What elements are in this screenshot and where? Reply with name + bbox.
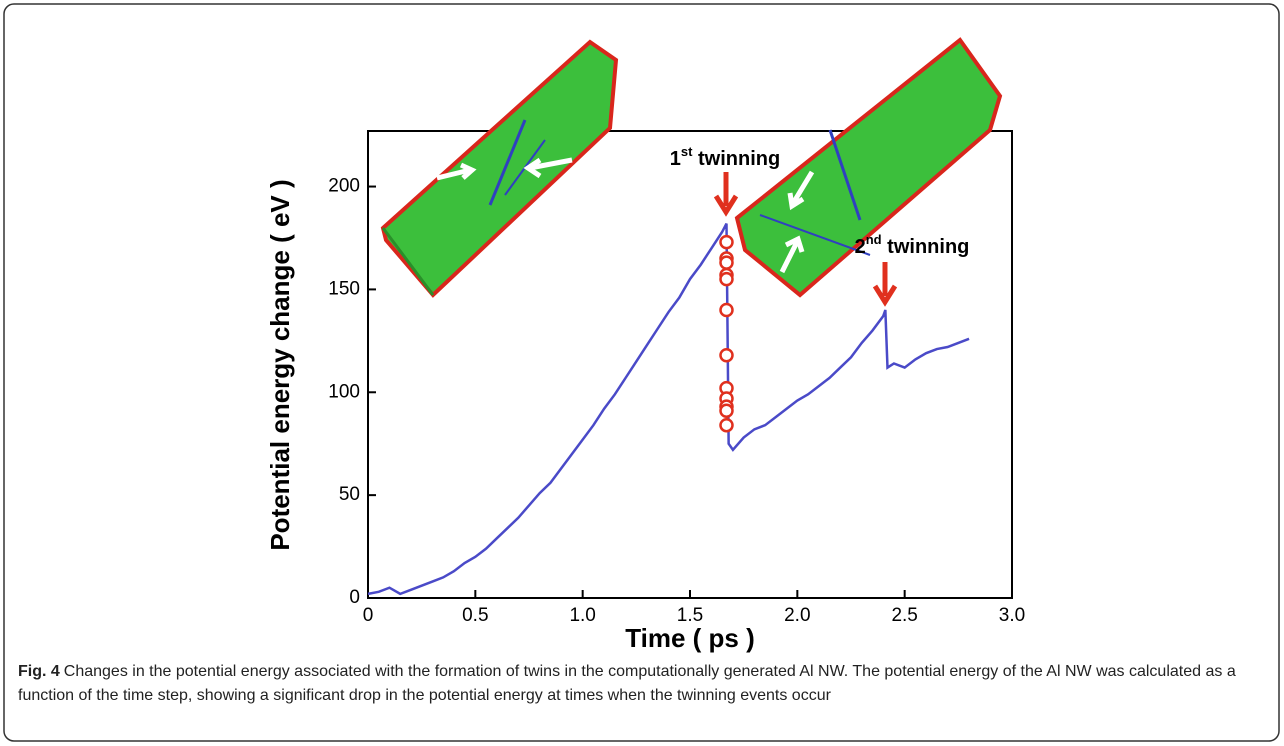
data-point [719,271,734,287]
y-axis-label: Potential energy change ( eV ) [265,179,295,550]
nanowire-left [380,39,619,298]
annotation: 2nd twinning [855,232,970,258]
annotation-suffix: st [681,144,693,159]
data-point [719,417,734,433]
x-tick-label: 1.0 [569,605,595,626]
figure-border [3,3,1280,742]
annotation-number: 2 [855,236,866,258]
annotation-arrow [713,172,739,217]
y-tick-label: 150 [328,278,360,299]
x-tick-label: 0 [363,605,374,626]
x-tick-label: 3.0 [999,605,1025,626]
y-tick-label: 200 [328,176,360,197]
x-axis-label: Time ( ps ) [625,623,755,653]
y-tick-label: 0 [349,587,360,608]
x-tick-label: 2.0 [784,605,810,626]
data-point [719,234,734,250]
annotation: 1st twinning [670,144,780,170]
data-point [719,403,734,419]
caption-label: Fig. 4 [18,663,60,680]
x-tick-label: 0.5 [462,605,488,626]
data-point [719,347,734,363]
annotation-number: 1 [670,148,681,170]
annotation-text: twinning [882,236,970,258]
x-tick-label: 2.5 [891,605,917,626]
x-tick-label: 1.5 [677,605,703,626]
annotation-suffix: nd [866,232,882,247]
data-point [719,255,734,270]
data-point [719,302,734,318]
caption-text: Changes in the potential energy associat… [18,663,1236,704]
data-line [367,222,970,596]
annotation-arrow [872,262,898,307]
caption: Fig. 4 Changes in the potential energy as… [18,660,1268,708]
y-tick-label: 50 [339,484,360,505]
y-tick-label: 100 [328,381,360,402]
nanowire-right [734,37,1003,298]
annotation-text: twinning [692,148,780,170]
